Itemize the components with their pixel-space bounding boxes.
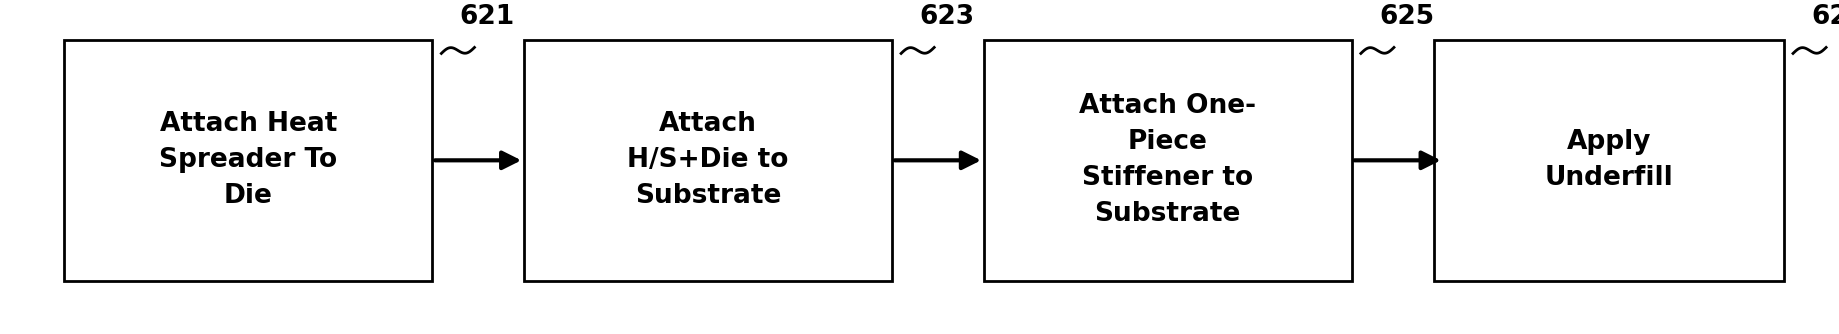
Text: 623: 623 xyxy=(920,4,975,30)
Text: Attach
H/S+Die to
Substrate: Attach H/S+Die to Substrate xyxy=(627,111,789,209)
Bar xyxy=(1434,40,1784,281)
Text: Attach Heat
Spreader To
Die: Attach Heat Spreader To Die xyxy=(160,111,337,209)
Bar xyxy=(64,40,432,281)
Text: 625: 625 xyxy=(1379,4,1434,30)
Text: Apply
Underfill: Apply Underfill xyxy=(1545,129,1673,191)
Text: Attach One-
Piece
Stiffener to
Substrate: Attach One- Piece Stiffener to Substrate xyxy=(1079,93,1256,227)
Text: 621: 621 xyxy=(460,4,515,30)
Bar xyxy=(524,40,892,281)
Bar xyxy=(984,40,1352,281)
Text: 627: 627 xyxy=(1811,4,1839,30)
